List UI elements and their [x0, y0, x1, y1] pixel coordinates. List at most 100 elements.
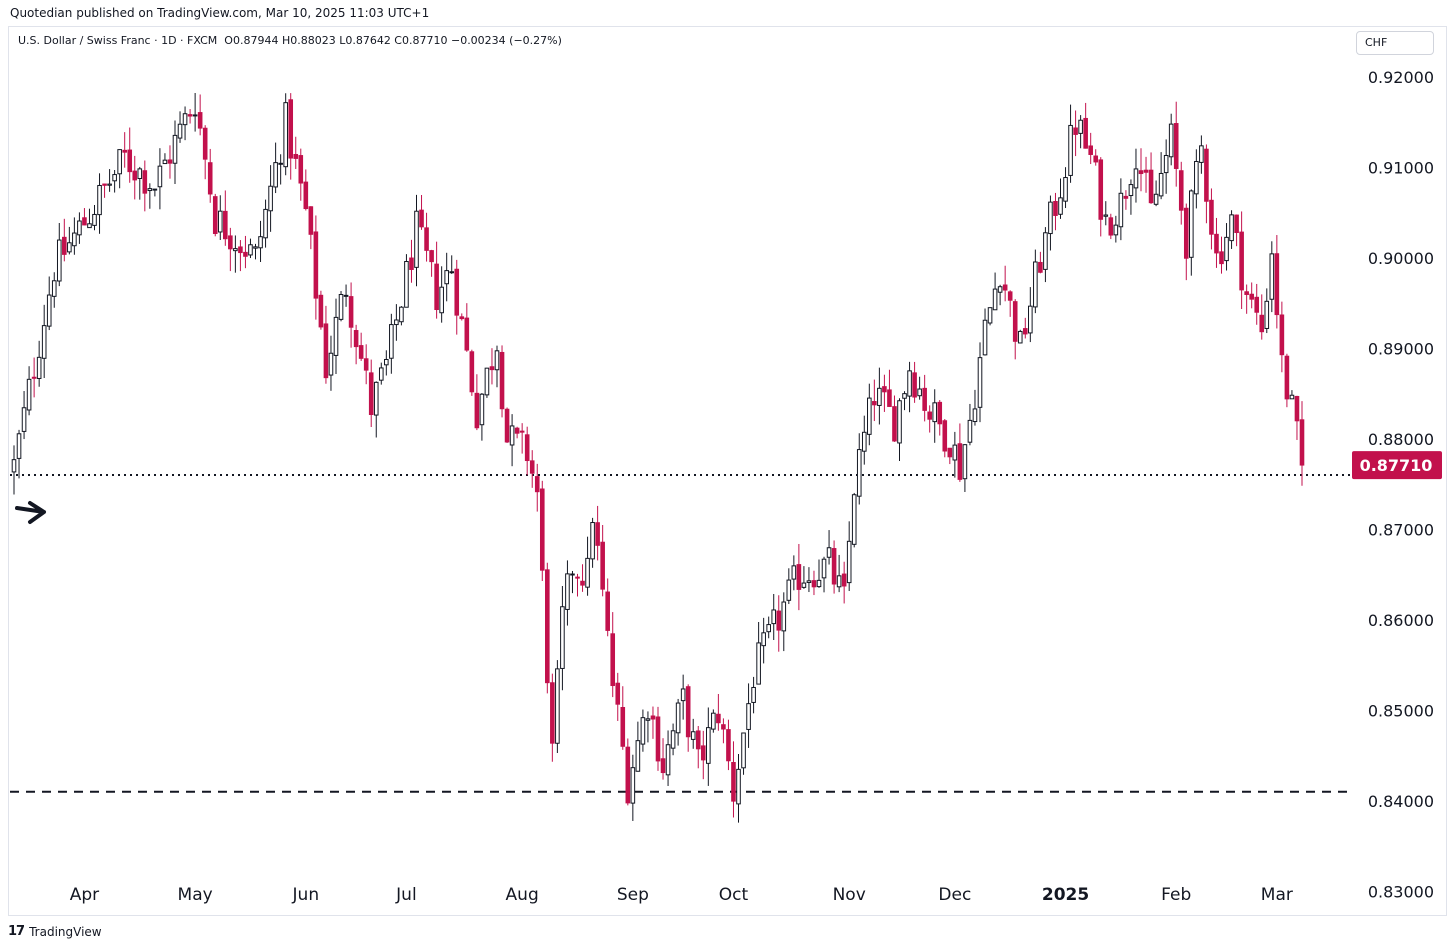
x-tick-label: Feb	[1161, 885, 1191, 905]
candle-body	[1158, 172, 1164, 197]
candle-body	[202, 127, 208, 160]
candle-body	[248, 244, 253, 256]
candle	[716, 693, 721, 731]
candle	[363, 344, 369, 385]
candle-body	[947, 447, 953, 458]
candle-body	[957, 443, 963, 480]
candle	[1173, 101, 1179, 187]
candle	[1244, 284, 1249, 314]
candle-body	[590, 522, 595, 560]
candle	[303, 169, 309, 211]
candle	[268, 165, 273, 232]
candle	[1017, 329, 1023, 344]
candle-body	[479, 393, 485, 426]
candle-body	[1053, 200, 1058, 216]
candle-body	[640, 717, 646, 745]
candle-body	[570, 573, 575, 576]
candle	[877, 367, 882, 425]
candle-body	[1194, 160, 1199, 195]
candle	[378, 362, 384, 385]
x-tick-label: Dec	[938, 885, 971, 905]
candle	[283, 93, 288, 176]
candle-body	[338, 294, 344, 320]
candle-body	[836, 575, 842, 588]
candle-body	[207, 162, 213, 195]
candle	[1128, 179, 1134, 215]
candle-body	[348, 296, 354, 328]
candle	[887, 369, 892, 407]
candle	[570, 570, 575, 594]
candle	[987, 307, 993, 326]
candle	[187, 109, 193, 124]
candle	[1063, 167, 1068, 209]
candle-body	[484, 367, 490, 396]
candle	[831, 540, 837, 594]
candle	[202, 125, 208, 180]
candle	[449, 255, 455, 274]
candle-body	[1189, 190, 1194, 258]
candle	[273, 142, 278, 194]
candle-body	[504, 408, 510, 443]
candle	[605, 578, 610, 637]
candle	[1189, 189, 1194, 276]
candle	[565, 560, 570, 626]
candle	[675, 698, 681, 746]
candle	[56, 222, 62, 287]
candle	[308, 206, 314, 250]
candle	[992, 272, 998, 311]
candle	[1093, 149, 1099, 166]
candle	[836, 554, 842, 593]
candle	[459, 313, 465, 321]
candle	[1007, 290, 1013, 317]
candle-body	[655, 716, 661, 762]
candle-body	[368, 372, 374, 416]
candle	[399, 306, 404, 326]
candle	[1148, 152, 1154, 204]
candle-body	[821, 558, 827, 579]
candle-body	[1118, 192, 1124, 228]
candle-body	[796, 564, 802, 590]
candle	[92, 205, 97, 231]
candle	[293, 136, 299, 169]
candle-body	[117, 149, 122, 175]
candle	[912, 361, 917, 403]
candle	[811, 570, 817, 596]
candle-body	[1264, 300, 1270, 329]
candle-body	[499, 351, 505, 410]
y-tick-label: 0.89000	[1368, 339, 1434, 358]
candle	[1002, 265, 1008, 302]
candle	[625, 738, 631, 806]
candle	[645, 711, 651, 743]
candle-body	[545, 569, 550, 684]
candle	[545, 562, 550, 694]
currency-button[interactable]: CHF	[1356, 31, 1434, 55]
candle-body	[806, 580, 812, 583]
candle-body	[615, 682, 621, 705]
candle	[721, 718, 726, 744]
last-price-badge	[1352, 451, 1442, 480]
candle	[580, 564, 585, 592]
candle	[1158, 152, 1164, 200]
candle-body	[1289, 394, 1295, 400]
candle	[867, 383, 872, 446]
candle-body	[555, 668, 560, 744]
candle-body	[318, 294, 324, 328]
candle-body	[982, 319, 988, 356]
x-tick-label: May	[178, 885, 213, 905]
candle	[1123, 190, 1129, 210]
candle-body	[439, 286, 444, 314]
candle-body	[1103, 214, 1109, 217]
candle-body	[1098, 159, 1104, 220]
candle-body	[454, 268, 460, 316]
candle-body	[922, 387, 927, 411]
candle	[368, 359, 374, 428]
candle-body	[907, 370, 912, 397]
candle	[338, 291, 344, 322]
candle	[1289, 390, 1295, 400]
candle-body	[751, 686, 756, 703]
candle	[1274, 235, 1280, 329]
candle	[741, 732, 746, 775]
candle-body	[560, 606, 565, 669]
candle-body	[1148, 169, 1154, 204]
x-tick-label: Jul	[395, 885, 417, 905]
